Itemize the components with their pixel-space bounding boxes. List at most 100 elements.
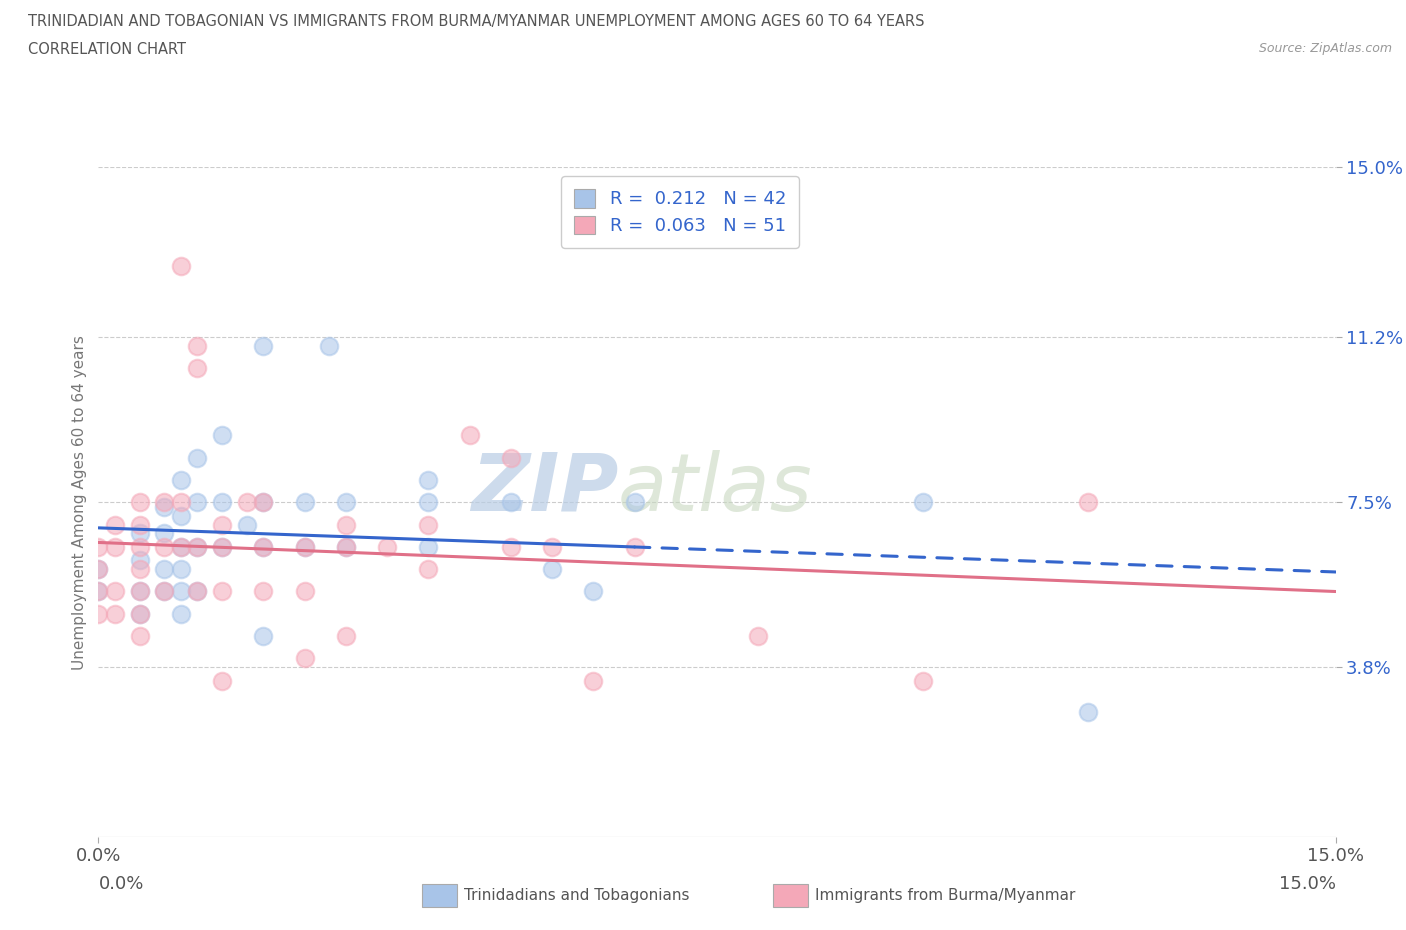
Point — [128, 606, 150, 621]
Point — [87, 562, 110, 577]
Text: TRINIDADIAN AND TOBAGONIAN VS IMMIGRANTS FROM BURMA/MYANMAR UNEMPLOYMENT AMONG A: TRINIDADIAN AND TOBAGONIAN VS IMMIGRANTS… — [28, 14, 925, 29]
Point — [499, 450, 522, 465]
Point — [418, 472, 440, 487]
Point — [335, 539, 357, 554]
Point — [294, 495, 316, 510]
Point — [87, 562, 110, 577]
Point — [153, 526, 176, 541]
Point — [128, 552, 150, 567]
Point — [252, 495, 274, 510]
Point — [128, 562, 150, 577]
Point — [186, 495, 208, 510]
Point — [335, 539, 357, 554]
Point — [170, 539, 193, 554]
Text: 15.0%: 15.0% — [1278, 874, 1336, 893]
Text: Trinidadians and Tobagonians: Trinidadians and Tobagonians — [464, 888, 689, 903]
Point — [170, 606, 193, 621]
Point — [128, 629, 150, 644]
Point — [170, 259, 193, 273]
Point — [170, 562, 193, 577]
Point — [87, 539, 110, 554]
Point — [375, 539, 398, 554]
Point — [104, 539, 127, 554]
Point — [211, 517, 233, 532]
Point — [87, 584, 110, 599]
Point — [170, 508, 193, 523]
Point — [252, 539, 274, 554]
Point — [623, 539, 645, 554]
Point — [170, 495, 193, 510]
Point — [418, 539, 440, 554]
Point — [211, 495, 233, 510]
Point — [236, 517, 259, 532]
Point — [541, 539, 564, 554]
Point — [211, 539, 233, 554]
Point — [170, 472, 193, 487]
Point — [418, 517, 440, 532]
Point — [87, 584, 110, 599]
Point — [128, 539, 150, 554]
Text: Source: ZipAtlas.com: Source: ZipAtlas.com — [1258, 42, 1392, 55]
Point — [294, 539, 316, 554]
Point — [418, 562, 440, 577]
Text: Immigrants from Burma/Myanmar: Immigrants from Burma/Myanmar — [815, 888, 1076, 903]
Point — [747, 629, 769, 644]
Legend: R =  0.212   N = 42, R =  0.063   N = 51: R = 0.212 N = 42, R = 0.063 N = 51 — [561, 177, 799, 247]
Text: atlas: atlas — [619, 450, 813, 528]
Point — [128, 517, 150, 532]
Point — [458, 428, 481, 443]
Point — [499, 539, 522, 554]
Point — [1077, 495, 1099, 510]
Text: CORRELATION CHART: CORRELATION CHART — [28, 42, 186, 57]
Point — [128, 526, 150, 541]
Point — [186, 539, 208, 554]
Y-axis label: Unemployment Among Ages 60 to 64 years: Unemployment Among Ages 60 to 64 years — [72, 335, 87, 670]
Point — [153, 562, 176, 577]
Point — [582, 673, 605, 688]
Point — [236, 495, 259, 510]
Point — [211, 428, 233, 443]
Point — [211, 673, 233, 688]
Point — [153, 539, 176, 554]
Point — [335, 495, 357, 510]
Point — [252, 629, 274, 644]
Point — [294, 539, 316, 554]
Point — [170, 584, 193, 599]
Point — [104, 606, 127, 621]
Point — [128, 584, 150, 599]
Point — [153, 495, 176, 510]
Point — [128, 606, 150, 621]
Point — [912, 495, 935, 510]
Point — [294, 584, 316, 599]
Point — [335, 517, 357, 532]
Point — [912, 673, 935, 688]
Point — [499, 495, 522, 510]
Point — [294, 651, 316, 666]
Point — [318, 339, 340, 353]
Point — [153, 584, 176, 599]
Point — [186, 584, 208, 599]
Point — [582, 584, 605, 599]
Point — [211, 539, 233, 554]
Point — [128, 495, 150, 510]
Point — [87, 606, 110, 621]
Point — [186, 584, 208, 599]
Text: ZIP: ZIP — [471, 450, 619, 528]
Point — [104, 584, 127, 599]
Point — [170, 539, 193, 554]
Text: 0.0%: 0.0% — [98, 874, 143, 893]
Point — [252, 495, 274, 510]
Point — [128, 584, 150, 599]
Point — [186, 361, 208, 376]
Point — [186, 539, 208, 554]
Point — [541, 562, 564, 577]
Point — [186, 339, 208, 353]
Point — [153, 499, 176, 514]
Point — [104, 517, 127, 532]
Point — [623, 495, 645, 510]
Point — [252, 339, 274, 353]
Point — [335, 629, 357, 644]
Point — [418, 495, 440, 510]
Point — [252, 584, 274, 599]
Point — [252, 539, 274, 554]
